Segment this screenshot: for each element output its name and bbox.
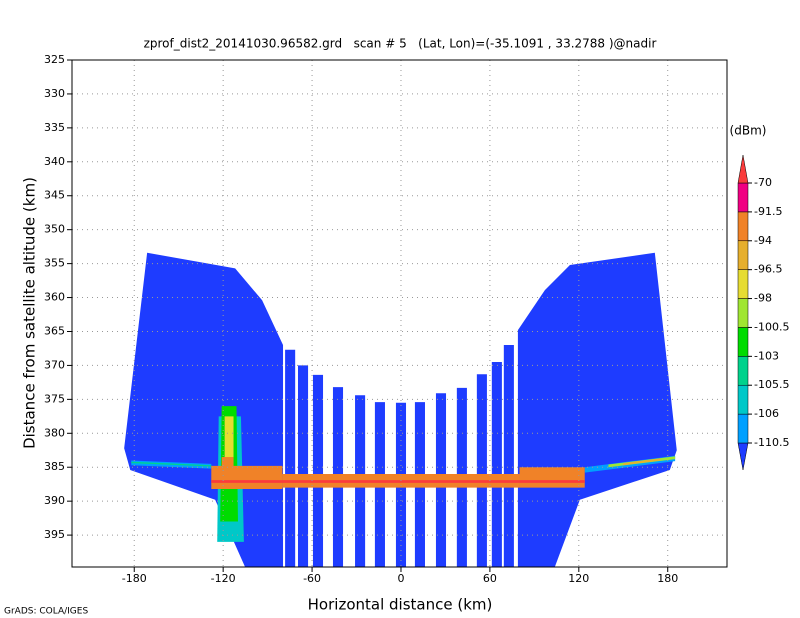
y-tick-label: 380 [44, 426, 65, 439]
shaded-region [623, 458, 661, 466]
y-tick-label: 335 [44, 121, 65, 134]
colorbar-swatch [737, 182, 749, 213]
colorbar-unit: (dBm) [730, 124, 767, 138]
colorbar-label: -70 [754, 176, 772, 189]
shaded-region [503, 345, 514, 567]
footer: GrADS: COLA/IGES [4, 607, 88, 617]
colorbar-swatch [737, 327, 749, 357]
colorbar-label: -110.5 [754, 436, 789, 449]
chart-title: zprof_dist2_20141030.96582.grd scan # 5 … [144, 37, 657, 51]
y-tick-label: 375 [44, 392, 65, 405]
y-tick-label: 325 [44, 53, 65, 66]
x-tick-label: -180 [122, 572, 147, 585]
y-axis-label: Distance from satellite altitude (km) [21, 177, 39, 449]
y-tick-label: 365 [44, 324, 65, 337]
shaded-region [285, 349, 296, 567]
shaded-region [211, 480, 585, 483]
plot-frame [71, 59, 728, 568]
x-tick-label: 120 [568, 572, 589, 585]
colorbar-label: -105.5 [754, 378, 789, 391]
colorbar-swatch [737, 356, 749, 386]
colorbar-swatch [737, 240, 749, 270]
colorbar-label: -98 [754, 292, 772, 305]
colorbar-label: -91.5 [754, 205, 782, 218]
x-tick-label: 60 [483, 572, 497, 585]
y-tick-label: 355 [44, 257, 65, 270]
shaded-region [491, 362, 502, 567]
shaded-region [211, 465, 283, 489]
y-tick-label: 345 [44, 189, 65, 202]
y-tick-label: 390 [44, 494, 65, 507]
colorbar-swatch [737, 211, 749, 242]
x-tick-label: 180 [657, 572, 678, 585]
shaded-region [519, 467, 585, 488]
shaded-region [476, 374, 487, 567]
colorbar-swatch [737, 298, 749, 328]
colorbar-label: -96.5 [754, 263, 782, 276]
colorbar-swatch [737, 154, 749, 184]
colorbar-label: -100.5 [754, 320, 789, 333]
colorbar-label: -106 [754, 407, 779, 420]
colorbar-swatch [737, 269, 749, 299]
x-tick-label: -60 [303, 572, 321, 585]
shaded-region [224, 416, 234, 468]
colorbar-swatch [737, 413, 749, 444]
y-tick-label: 385 [44, 460, 65, 473]
y-tick-label: 370 [44, 358, 65, 371]
colorbar-label: -94 [754, 234, 772, 247]
y-tick-label: 350 [44, 223, 65, 236]
shaded-region [297, 365, 309, 567]
shaded-region [131, 461, 212, 467]
x-tick-label: 0 [397, 572, 404, 585]
y-tick-label: 360 [44, 291, 65, 304]
shaded-region [312, 374, 324, 567]
y-tick-label: 330 [44, 87, 65, 100]
x-tick-label: -120 [211, 572, 236, 585]
shaded-region [124, 252, 284, 568]
colorbar-swatch [737, 442, 749, 471]
colorbar-swatch [737, 384, 749, 415]
y-tick-label: 340 [44, 155, 65, 168]
shaded-region [517, 252, 677, 568]
x-axis-label: Horizontal distance (km) [308, 596, 493, 614]
colorbar-label: -103 [754, 349, 779, 362]
y-tick-label: 395 [44, 528, 65, 541]
